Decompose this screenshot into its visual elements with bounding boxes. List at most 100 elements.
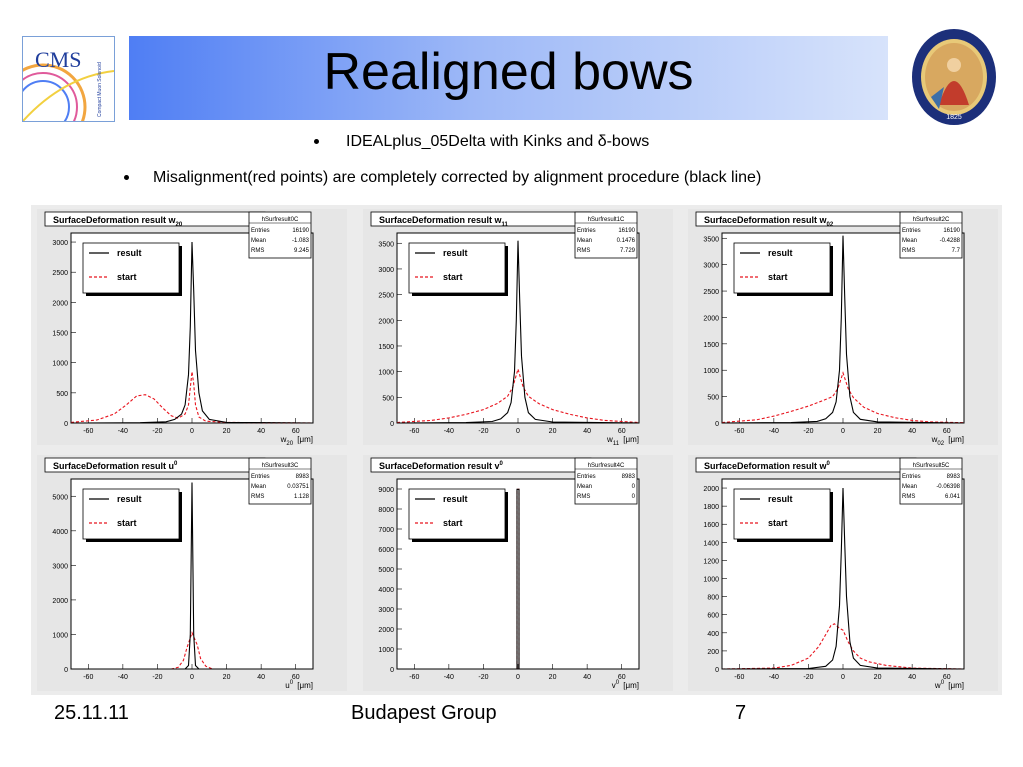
y-tick-label: 3000 bbox=[378, 607, 394, 614]
x-tick-label: 40 bbox=[583, 428, 591, 435]
x-tick-label: -60 bbox=[409, 674, 419, 681]
x-tick-label: -40 bbox=[118, 674, 128, 681]
stats-label: RMS bbox=[251, 248, 264, 254]
stats-value: 7.729 bbox=[620, 248, 636, 254]
legend-label: result bbox=[117, 494, 142, 504]
y-tick-label: 200 bbox=[707, 649, 719, 656]
bullet-1: IDEALplus_05Delta with Kinks and δ-bows bbox=[314, 133, 649, 151]
legend-box bbox=[733, 242, 831, 294]
x-tick-label: 20 bbox=[874, 674, 882, 681]
legend-box bbox=[733, 488, 831, 540]
legend-label: result bbox=[768, 494, 793, 504]
y-tick-label: 3000 bbox=[52, 563, 68, 570]
histogram-panel: SurfaceDeformation result w0 hSurfresult5… bbox=[688, 455, 998, 691]
stats-label: Mean bbox=[251, 484, 266, 490]
cms-logo-tagline: Compact Muon Solenoid bbox=[97, 62, 103, 117]
x-tick-label: -60 bbox=[83, 674, 93, 681]
stats-value: 1.128 bbox=[294, 494, 310, 500]
x-tick-label: 0 bbox=[841, 674, 845, 681]
legend-label: start bbox=[117, 272, 137, 282]
stats-label: RMS bbox=[577, 494, 590, 500]
y-tick-label: 800 bbox=[707, 595, 719, 602]
legend-label: start bbox=[768, 272, 788, 282]
y-tick-label: 8000 bbox=[378, 507, 394, 514]
stats-label: Mean bbox=[577, 238, 592, 244]
y-tick-label: 2500 bbox=[52, 270, 68, 277]
stats-label: RMS bbox=[902, 494, 915, 500]
chart-title-index: 11 bbox=[502, 222, 509, 228]
x-tick-label: -20 bbox=[803, 428, 813, 435]
bullet-2-text: Misalignment(red points) are completely … bbox=[153, 169, 762, 186]
result-series-line bbox=[721, 487, 965, 670]
y-tick-label: 2500 bbox=[378, 293, 394, 300]
stats-label: RMS bbox=[577, 248, 590, 254]
y-tick-label: 1000 bbox=[52, 632, 68, 639]
x-tick-label: 60 bbox=[292, 428, 300, 435]
y-tick-label: 5000 bbox=[52, 494, 68, 501]
y-tick-label: 1500 bbox=[52, 331, 68, 338]
stats-label: RMS bbox=[251, 494, 264, 500]
x-tick-label: 20 bbox=[549, 674, 557, 681]
x-tick-label: 60 bbox=[292, 674, 300, 681]
y-tick-label: 500 bbox=[382, 395, 394, 402]
y-tick-label: 2500 bbox=[703, 289, 719, 296]
stats-box bbox=[899, 457, 963, 505]
y-tick-label: 500 bbox=[707, 395, 719, 402]
chart-title-index: 02 bbox=[827, 222, 834, 228]
stats-value: -1.083 bbox=[292, 238, 310, 244]
y-tick-label: 500 bbox=[56, 391, 68, 398]
y-tick-label: 2000 bbox=[52, 598, 68, 605]
x-tick-label: -40 bbox=[444, 674, 454, 681]
stats-value: 9.245 bbox=[294, 248, 310, 254]
stats-label: RMS bbox=[902, 248, 915, 254]
x-tick-label: -60 bbox=[409, 428, 419, 435]
histogram-panel: SurfaceDeformation result w02 hSurfresult… bbox=[688, 209, 998, 445]
y-tick-label: 1000 bbox=[703, 368, 719, 375]
histogram-panel: SurfaceDeformation result u0 hSurfresult3… bbox=[37, 455, 347, 691]
x-tick-label: 40 bbox=[908, 428, 916, 435]
legend-box bbox=[408, 488, 506, 540]
x-axis-label: w02 [μm] bbox=[931, 435, 964, 445]
cms-logo: CMS Compact Muon Solenoid bbox=[22, 36, 115, 122]
y-tick-label: 5000 bbox=[378, 567, 394, 574]
stats-value: 7.7 bbox=[952, 248, 961, 254]
y-tick-label: 1200 bbox=[703, 558, 719, 565]
plots-frame: SurfaceDeformation result w20 hSurfresult… bbox=[31, 205, 1002, 695]
x-tick-label: 60 bbox=[618, 428, 626, 435]
chart-title: SurfaceDeformation result w20 bbox=[53, 215, 183, 228]
footer-group: Budapest Group bbox=[351, 702, 497, 724]
legend-label: start bbox=[443, 272, 463, 282]
y-tick-label: 2000 bbox=[703, 315, 719, 322]
y-tick-label: 400 bbox=[707, 631, 719, 638]
legend-box bbox=[82, 242, 180, 294]
legend-label: result bbox=[117, 248, 142, 258]
stats-value: 8983 bbox=[947, 474, 961, 480]
legend-box bbox=[408, 242, 506, 294]
stats-label: Mean bbox=[902, 484, 917, 490]
stats-box bbox=[899, 211, 963, 259]
cms-logo-graphic: CMS Compact Muon Solenoid bbox=[23, 47, 114, 121]
histogram-panel: SurfaceDeformation result w20 hSurfresult… bbox=[37, 209, 347, 445]
y-tick-label: 1000 bbox=[52, 361, 68, 368]
chart-title-index: 0 bbox=[827, 461, 831, 467]
histogram-panel: SurfaceDeformation result w11 hSurfresult… bbox=[363, 209, 673, 445]
stats-box bbox=[574, 457, 638, 505]
stats-label: Entries bbox=[577, 228, 596, 234]
stats-box bbox=[248, 457, 312, 505]
x-tick-label: -60 bbox=[734, 428, 744, 435]
y-tick-label: 6000 bbox=[378, 547, 394, 554]
x-tick-label: -20 bbox=[152, 674, 162, 681]
y-tick-label: 1000 bbox=[378, 647, 394, 654]
x-axis-label: w20 [μm] bbox=[280, 435, 313, 445]
chart-title: SurfaceDeformation result v0 bbox=[379, 461, 504, 471]
x-axis-label: w11 [μm] bbox=[606, 435, 639, 445]
x-tick-label: 60 bbox=[943, 674, 951, 681]
y-tick-label: 3500 bbox=[703, 236, 719, 243]
x-tick-label: -40 bbox=[769, 674, 779, 681]
page-title: Realigned bows bbox=[323, 43, 694, 101]
y-tick-label: 0 bbox=[390, 667, 394, 674]
legend-box bbox=[82, 488, 180, 540]
x-tick-label: -60 bbox=[83, 428, 93, 435]
footer-page-number: 7 bbox=[735, 702, 747, 724]
x-axis-label: u0 [μm] bbox=[285, 680, 313, 690]
